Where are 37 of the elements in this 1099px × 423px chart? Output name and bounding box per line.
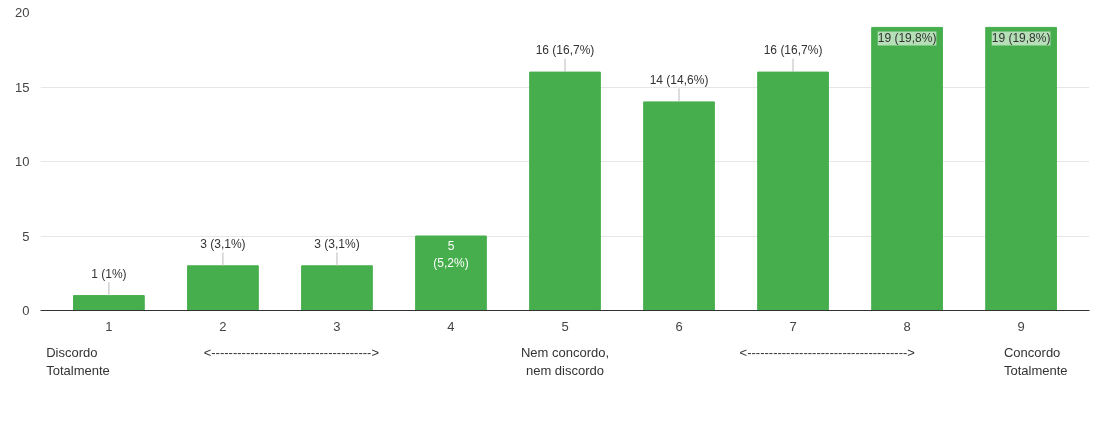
- data-label: 1 (1%): [91, 266, 127, 281]
- bar: [73, 295, 145, 311]
- x-tick-label: 2: [219, 318, 227, 334]
- bar: [529, 71, 601, 311]
- y-tick-label: 15: [15, 79, 30, 95]
- bar: [757, 71, 829, 311]
- x-tick-label: 9: [1017, 318, 1025, 334]
- data-label: 16 (16,7%): [763, 43, 823, 58]
- y-tick-label: 0: [22, 303, 30, 318]
- x-tick-label: 6: [675, 318, 683, 334]
- bar: [415, 235, 487, 311]
- y-tick-label: 20: [15, 5, 30, 20]
- x-tick-label: 7: [789, 318, 797, 334]
- x-tick-label: 4: [447, 318, 455, 334]
- bar: [985, 26, 1057, 311]
- x-tick-label: 1: [105, 318, 113, 334]
- text: Concordo Totalmente: [1003, 344, 1068, 378]
- data-label: 14 (14,6%): [649, 73, 709, 87]
- text: Nem concordo, nem discordo: [520, 344, 610, 378]
- bar: [871, 26, 943, 311]
- bar: [643, 101, 715, 311]
- data-label: 19 (19,8%): [991, 31, 1051, 46]
- data-label: 3 (3,1%): [200, 236, 246, 251]
- y-tick-label: 10: [15, 154, 30, 169]
- data-label: 3 (3,1%): [314, 236, 360, 251]
- y-tick-label: 5: [22, 228, 30, 244]
- text: <------------------------------------->: [739, 344, 915, 360]
- data-label: 5 (5,2%): [433, 239, 469, 270]
- x-tick-label: 3: [333, 318, 341, 334]
- x-tick-label: 8: [903, 318, 911, 334]
- x-tick-label: 5: [561, 318, 569, 334]
- text: Discordo Totalmente: [46, 344, 110, 378]
- bar: [301, 265, 373, 311]
- data-label: 19 (19,8%): [877, 31, 937, 46]
- bar: [187, 265, 259, 311]
- text: <------------------------------------->: [203, 344, 380, 360]
- data-label: 16 (16,7%): [535, 43, 595, 58]
